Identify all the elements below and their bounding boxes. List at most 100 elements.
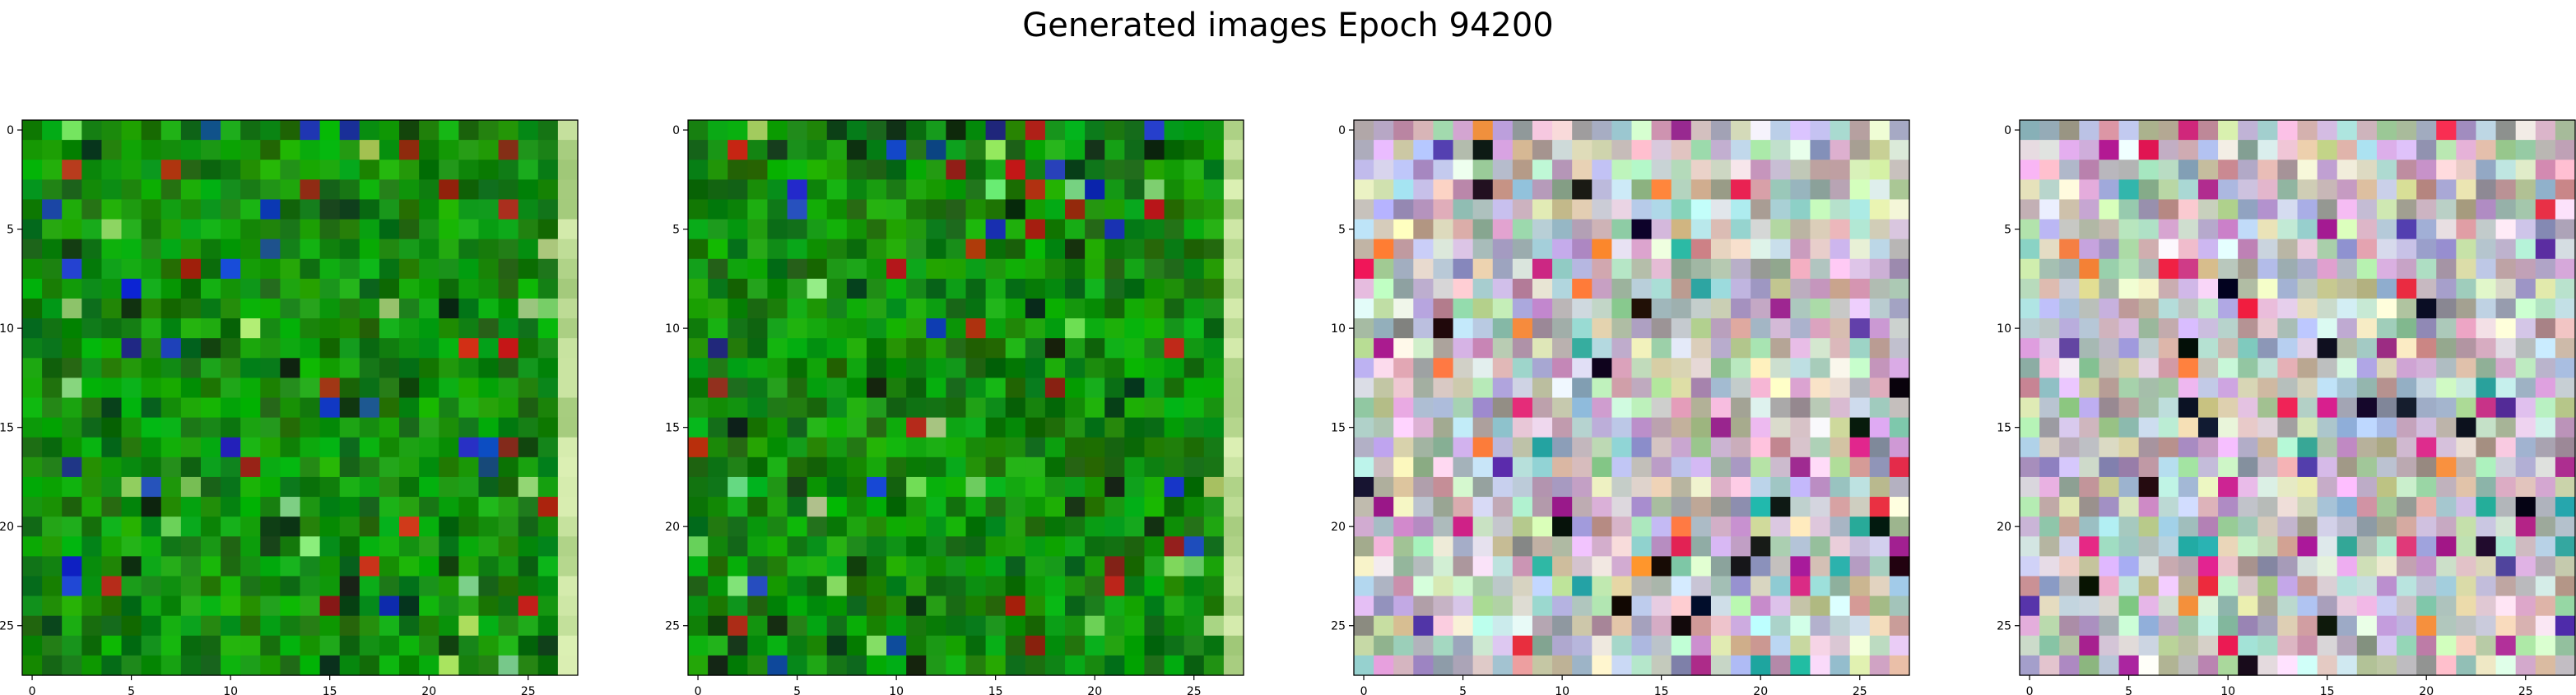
heatmap-cell: [1065, 655, 1086, 676]
heatmap-cell: [886, 378, 907, 399]
heatmap-cell: [101, 417, 123, 438]
heatmap-cell: [537, 219, 559, 240]
heatmap-cell: [2277, 278, 2299, 299]
heatmap-cell: [240, 160, 261, 180]
heatmap-cell: [2020, 655, 2040, 676]
heatmap-cell: [300, 278, 321, 299]
heatmap-cell: [1183, 556, 1205, 577]
heatmap-cell: [2079, 278, 2100, 299]
x-tick-label: 5: [1459, 685, 1467, 695]
heatmap-cell: [1512, 517, 1533, 537]
heatmap-cell: [419, 278, 439, 299]
heatmap-cell: [1413, 140, 1434, 160]
heatmap-cell: [787, 556, 808, 577]
heatmap-cell: [2337, 517, 2358, 537]
heatmap-cell: [478, 417, 500, 438]
heatmap-cell: [906, 179, 927, 201]
heatmap-cell: [2039, 397, 2060, 419]
subplot-1: 0 5 10 15 20 25 0 5 10 15 20 25: [0, 119, 579, 695]
heatmap-cell: [1223, 258, 1244, 280]
heatmap-cell: [42, 378, 63, 399]
heatmap-cell: [1790, 497, 1811, 517]
heatmap-cell: [1044, 318, 1066, 339]
heatmap-cell: [537, 456, 559, 478]
heatmap-cell: [1690, 437, 1712, 458]
heatmap-cell: [498, 517, 519, 537]
heatmap-cell: [1810, 556, 1831, 577]
heatmap-cell: [1592, 517, 1612, 537]
heatmap-cell: [1830, 298, 1851, 319]
heatmap-cell: [2257, 278, 2278, 299]
heatmap-cell: [1889, 318, 1910, 339]
heatmap-cell: [141, 179, 162, 201]
heatmap-cell: [121, 160, 142, 180]
heatmap-cell: [1552, 278, 1573, 299]
heatmap-cell: [42, 576, 63, 597]
heatmap-cell: [300, 556, 321, 577]
heatmap-cell: [787, 655, 808, 676]
heatmap-cell: [906, 517, 927, 537]
heatmap-cell: [1690, 576, 1712, 597]
heatmap-cell: [2515, 199, 2536, 220]
heatmap-cell: [1671, 179, 1692, 201]
heatmap-cell: [458, 556, 480, 577]
heatmap-cell: [1124, 635, 1146, 656]
heatmap-cell: [1124, 655, 1146, 676]
heatmap-cell: [62, 497, 82, 517]
heatmap-cell: [2138, 635, 2160, 656]
heatmap-cell: [787, 615, 808, 637]
heatmap-cell: [926, 378, 946, 399]
heatmap-cell: [1770, 397, 1791, 419]
heatmap-cell: [2515, 120, 2536, 141]
heatmap-cell: [557, 576, 579, 597]
subplot-3: 0 5 10 15 20 25 0 5 10 15 20 25: [1331, 119, 1910, 695]
heatmap-cell: [1433, 358, 1454, 378]
heatmap-cell: [1512, 437, 1533, 458]
heatmap-cell: [767, 635, 788, 656]
heatmap-cell: [1790, 517, 1811, 537]
heatmap-cell: [1453, 576, 1474, 597]
heatmap-cell: [537, 179, 559, 201]
heatmap-cell: [2079, 140, 2100, 160]
heatmap-cell: [2495, 635, 2517, 656]
heatmap-cell: [141, 536, 162, 557]
heatmap-cell: [1065, 517, 1086, 537]
heatmap-cell: [985, 298, 1007, 319]
heatmap-cell: [2416, 595, 2437, 617]
heatmap-cell: [1671, 219, 1692, 240]
heatmap-cell: [1144, 437, 1165, 458]
heatmap-cell: [339, 358, 360, 378]
heatmap-cell: [2178, 318, 2199, 339]
heatmap-cell: [1849, 417, 1871, 438]
heatmap-cell: [985, 497, 1007, 517]
heatmap-cell: [419, 298, 439, 319]
heatmap-cell: [965, 655, 987, 676]
heatmap-cell: [728, 595, 748, 617]
heatmap-cell: [1374, 160, 1394, 180]
heatmap-cell: [1611, 635, 1633, 656]
heatmap-cell: [2337, 160, 2358, 180]
heatmap-cell: [419, 140, 439, 160]
heatmap-cell: [180, 397, 202, 419]
heatmap-cell: [2535, 258, 2556, 280]
heatmap-cell: [319, 358, 341, 378]
heatmap-cell: [906, 635, 927, 656]
heatmap-cell: [2495, 397, 2517, 419]
heatmap-cell: [478, 378, 500, 399]
heatmap-cell: [1044, 397, 1066, 419]
heatmap-cell: [280, 179, 301, 201]
heatmap-cell: [62, 120, 82, 141]
heatmap-cell: [399, 219, 420, 240]
heatmap-cell: [200, 258, 221, 280]
heatmap-cell: [42, 397, 63, 419]
heatmap-cell: [708, 635, 728, 656]
heatmap-cell: [787, 278, 808, 299]
heatmap-cell: [1631, 517, 1653, 537]
heatmap-cell: [2356, 239, 2378, 260]
heatmap-cell: [807, 239, 828, 260]
heatmap-cell: [81, 318, 103, 339]
heatmap-cell: [1144, 278, 1165, 299]
heatmap-cell: [1790, 576, 1811, 597]
heatmap-cell: [2416, 239, 2437, 260]
heatmap-cell: [846, 456, 867, 478]
